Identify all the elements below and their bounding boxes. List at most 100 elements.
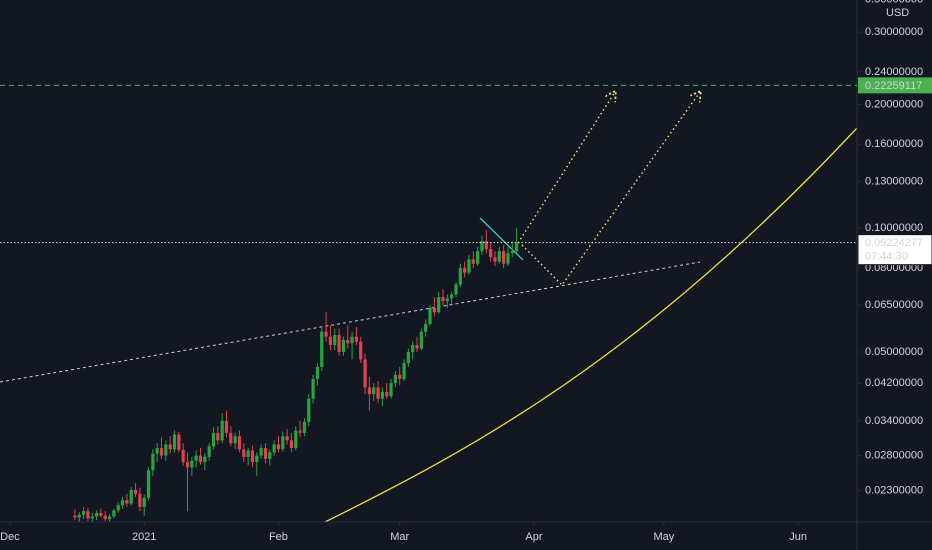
candle-body — [493, 257, 497, 262]
candle-body — [497, 251, 501, 262]
candle-body — [177, 434, 181, 450]
candle-body — [272, 444, 276, 453]
candle-body — [125, 500, 129, 504]
candle-body — [263, 448, 268, 459]
candle-body — [463, 268, 467, 273]
projection-arrow — [521, 92, 700, 287]
candle-body — [385, 391, 389, 397]
candle-body — [367, 387, 371, 395]
candle-body — [207, 446, 211, 457]
candle-body — [81, 511, 86, 515]
candle-body — [237, 436, 242, 450]
y-tick-label: 0.24000000 — [865, 66, 923, 78]
candle-body — [103, 515, 107, 520]
candle-body — [415, 345, 419, 349]
y-tick-label: 0.05000000 — [865, 346, 923, 358]
candle-body — [398, 374, 402, 379]
y-tick-label: 0.02800000 — [865, 449, 923, 461]
candle-body — [172, 434, 177, 450]
candle-body — [155, 448, 159, 454]
candle-body — [298, 430, 302, 433]
candle-body — [86, 511, 90, 519]
candle-body — [194, 455, 198, 461]
candle-body — [376, 387, 380, 399]
candle-body — [224, 420, 229, 433]
y-tick-label: 0.02300000 — [865, 485, 923, 497]
candle-body — [276, 444, 281, 450]
last-price-label: 0.09224277 — [865, 237, 923, 249]
candle-body — [246, 450, 250, 457]
candle-body — [107, 516, 112, 520]
candle-body — [502, 251, 506, 264]
candle-body — [120, 500, 125, 506]
candle-body — [116, 505, 120, 511]
y-tick-label: 0.03400000 — [865, 415, 923, 427]
candle-body — [289, 440, 294, 449]
candle-body — [94, 512, 99, 517]
candle-body — [424, 323, 428, 332]
candle-body — [242, 449, 246, 457]
candle-body — [320, 331, 324, 367]
candle-body — [450, 294, 454, 299]
candle-body — [445, 298, 449, 302]
y-tick-label: 0.30000000 — [865, 26, 923, 38]
candle-body — [476, 251, 480, 264]
x-tick-label: Mar — [390, 531, 409, 543]
candle-body — [229, 432, 233, 444]
candle-body — [341, 339, 346, 353]
y-tick-label: 0.36000000 — [865, 0, 923, 5]
plot-area — [0, 92, 857, 522]
candle-body — [359, 341, 363, 360]
candle-body — [333, 334, 337, 346]
candle-body — [203, 456, 207, 463]
candle-body — [515, 243, 519, 252]
candle-body — [268, 452, 272, 459]
candle-body — [159, 448, 164, 456]
x-tick-label: May — [653, 531, 674, 543]
x-tick-label: 2021 — [132, 531, 156, 543]
candle-body — [315, 366, 320, 379]
candle-body — [142, 497, 146, 507]
candle-body — [480, 241, 484, 252]
target-price-box — [858, 77, 932, 94]
last-price-box — [857, 234, 932, 266]
y-tick-label: 0.13000000 — [865, 175, 923, 187]
candle-body — [138, 493, 142, 507]
candle-body — [311, 378, 315, 399]
candle-body — [328, 336, 333, 346]
x-tick-label: Apr — [525, 531, 542, 543]
candle-body — [411, 345, 415, 353]
candle-body — [112, 510, 116, 517]
candle-body — [168, 444, 172, 450]
candle-body — [185, 462, 190, 468]
candle-body — [432, 307, 436, 313]
candle-body — [354, 336, 358, 342]
candle-body — [216, 432, 220, 441]
candle-body — [350, 336, 354, 344]
candle-body — [181, 449, 185, 463]
candle-body — [250, 450, 255, 463]
x-tick-label: Feb — [269, 531, 288, 543]
curve-line — [324, 127, 857, 522]
candle-body — [380, 391, 384, 399]
candle-body — [506, 253, 510, 264]
candle-body — [198, 455, 203, 463]
candle-body — [484, 241, 488, 250]
candle-body — [233, 436, 237, 444]
candle-body — [346, 339, 350, 344]
projection-arrow — [517, 92, 615, 244]
currency-label: USD — [886, 7, 909, 19]
candle-body — [510, 251, 514, 254]
candle-body — [402, 363, 406, 379]
candle-body — [190, 460, 194, 468]
candle-body — [441, 297, 445, 302]
candle-body — [281, 436, 285, 450]
candle-body — [307, 398, 311, 422]
candle-body — [90, 516, 94, 519]
candle-body — [489, 249, 493, 258]
candle-body — [151, 453, 155, 471]
trend-line — [0, 261, 701, 383]
candle-body — [337, 334, 341, 353]
